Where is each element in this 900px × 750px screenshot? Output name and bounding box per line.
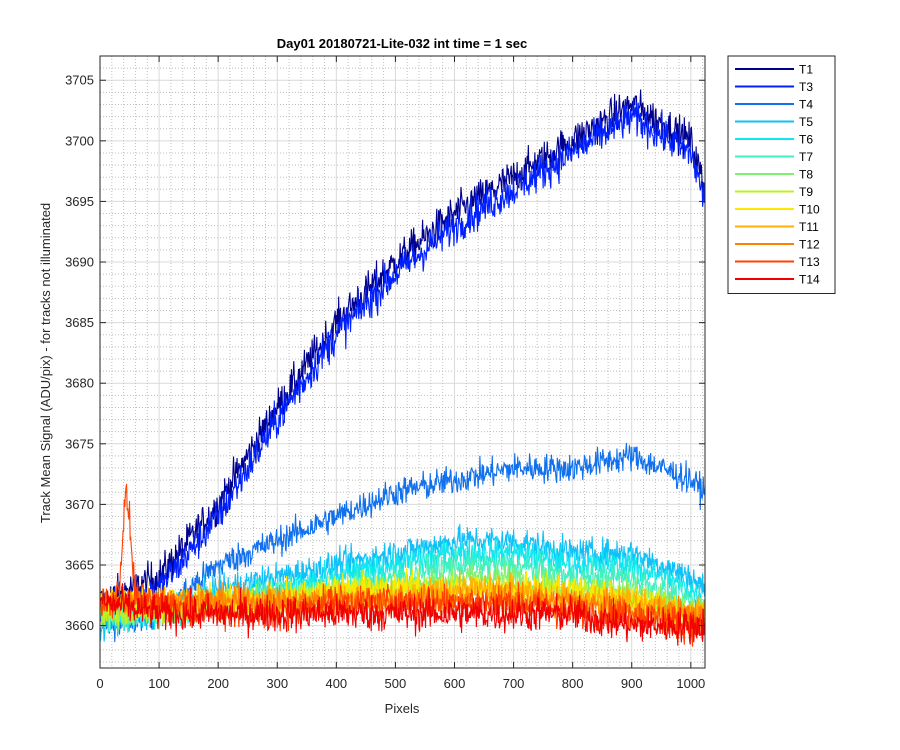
plot-frame — [99, 55, 706, 669]
legend-label-t8: T8 — [799, 168, 813, 182]
legend-label-t12: T12 — [799, 238, 820, 252]
legend: T1 T3 T4 T5 T6 T7 T8 T9 T10 T11 T12 T13 T14 — [727, 55, 836, 294]
x-tick-label: 500 — [385, 676, 407, 691]
x-tick-label: 700 — [503, 676, 525, 691]
grid — [99, 55, 705, 668]
series-line-t1 — [100, 89, 705, 616]
x-tick-label: 0 — [96, 676, 103, 691]
legend-label-t4: T4 — [799, 98, 813, 112]
x-tick-label: 400 — [325, 676, 347, 691]
legend-label-t5: T5 — [799, 115, 813, 129]
chart-title: Day01 20180721-Lite-032 int time = 1 sec — [277, 36, 527, 51]
legend-label-t9: T9 — [799, 185, 813, 199]
legend-label-t10: T10 — [799, 203, 820, 217]
axis-ticks: 0 100 200 300 400 500 600 700 800 900 1000 3660 3665… — [65, 56, 705, 691]
x-tick-label: 800 — [562, 676, 584, 691]
x-tick-label: 300 — [266, 676, 288, 691]
x-tick-label: 600 — [444, 676, 466, 691]
y-tick-label: 3660 — [65, 618, 94, 633]
legend-label-t7: T7 — [799, 150, 813, 164]
y-tick-label: 3685 — [65, 315, 94, 330]
series-line-t3 — [100, 97, 705, 629]
legend-label-t11: T11 — [799, 220, 819, 234]
legend-label-t1: T1 — [799, 63, 813, 77]
legend-label-t14: T14 — [799, 273, 820, 287]
x-tick-label: 900 — [621, 676, 643, 691]
y-tick-label: 3700 — [65, 133, 94, 148]
series-line-t4 — [100, 442, 705, 643]
x-tick-label: 1000 — [676, 676, 705, 691]
x-axis-label: Pixels — [385, 701, 420, 716]
x-tick-label: 100 — [148, 676, 170, 691]
y-tick-label: 3690 — [65, 255, 94, 270]
series-line-t14 — [100, 583, 705, 646]
x-tick-label: 200 — [207, 676, 229, 691]
y-axis-label: Track Mean Signal (ADU/pix) - for tracks… — [38, 203, 53, 523]
series-group — [100, 89, 705, 647]
series-line-t5 — [100, 523, 705, 642]
legend-label-t3: T3 — [799, 80, 813, 94]
y-tick-label: 3695 — [65, 194, 94, 209]
legend-label-t13: T13 — [799, 255, 820, 269]
y-tick-label: 3680 — [65, 376, 94, 391]
y-tick-label: 3665 — [65, 557, 94, 572]
y-tick-label: 3705 — [65, 73, 94, 88]
legend-label-t6: T6 — [799, 133, 813, 147]
y-tick-label: 3670 — [65, 497, 94, 512]
y-tick-label: 3675 — [65, 436, 94, 451]
